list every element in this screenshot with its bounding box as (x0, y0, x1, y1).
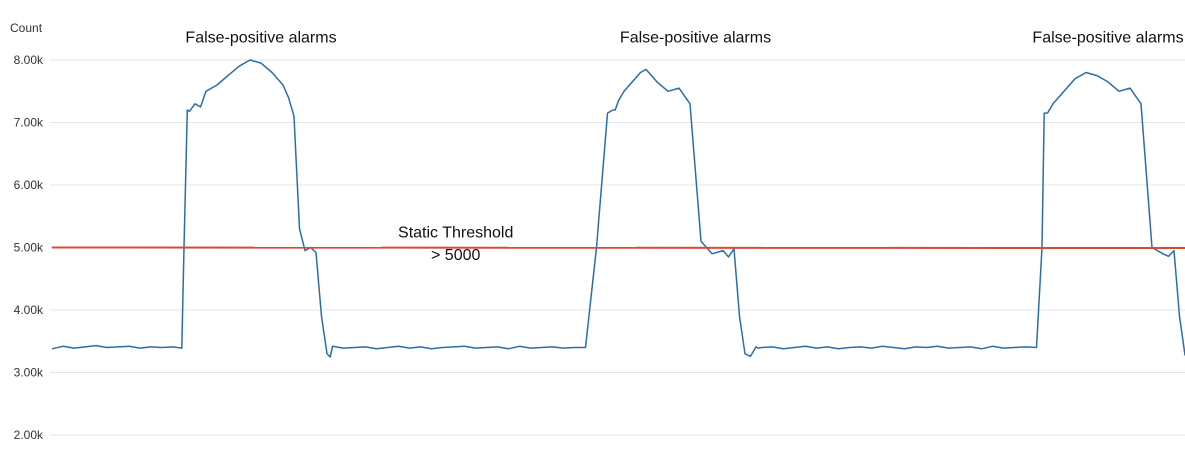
count-series-line (51, 59, 1185, 358)
y-axis-ticks: 2.00k 3.00k 4.00k 5.00k 6.00k 7.00k 8.00k (14, 53, 44, 442)
y-tick-label: 2.00k (14, 428, 44, 442)
threshold-line (51, 246, 1185, 250)
annotation-label: False-positive alarms (185, 30, 336, 47)
annotation-label: False-positive alarms (1032, 30, 1183, 47)
annotation-label: False-positive alarms (620, 30, 771, 47)
y-tick-label: 8.00k (14, 53, 44, 67)
annotations: False-positive alarms False-positive alar… (185, 30, 1183, 265)
y-tick-label: 6.00k (14, 178, 44, 192)
y-tick-label: 3.00k (14, 366, 44, 380)
y-tick-label: 7.00k (14, 116, 44, 130)
y-axis-title: Count (10, 21, 43, 35)
annotation-label: > 5000 (431, 247, 480, 264)
series-group (51, 59, 1185, 358)
y-tick-label: 4.00k (14, 303, 44, 317)
annotation-label: Static Threshold (398, 225, 513, 242)
y-tick-label: 5.00k (14, 241, 44, 255)
